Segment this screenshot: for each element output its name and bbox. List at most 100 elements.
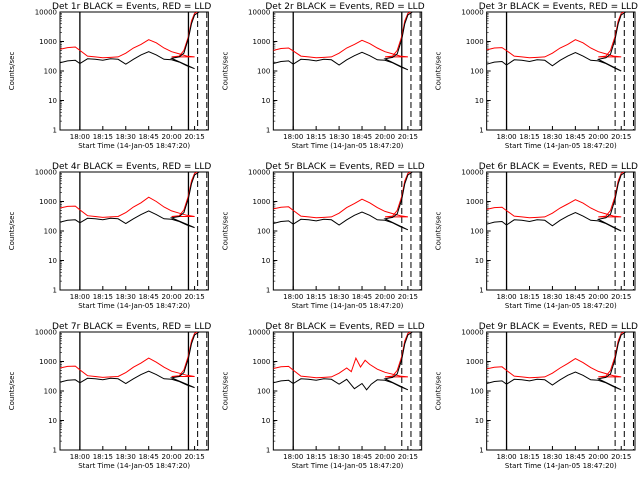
- series-lld-red: [273, 12, 412, 59]
- series-lld-red: [486, 12, 625, 59]
- y-axis-label: Counts/sec: [435, 52, 443, 91]
- y-tick-label: 1: [479, 447, 483, 455]
- det-panel-3: Det 3r BLACK = Events, RED = LLD 1 10 100 10…: [435, 2, 638, 150]
- x-tick-label: 18:15: [519, 133, 539, 141]
- y-tick-label: 1: [266, 447, 270, 455]
- x-tick-label: 18:30: [329, 133, 349, 141]
- panel-title: Det 3r BLACK = Events, RED = LLD: [479, 2, 638, 12]
- x-axis-label: Start Time (14-Jan-05 18:47:20): [78, 142, 190, 150]
- x-tick-label: 20:15: [611, 453, 631, 461]
- y-axis-label: Counts/sec: [221, 212, 229, 251]
- y-tick-label: 100: [44, 388, 57, 396]
- series-events-black: [486, 172, 628, 232]
- x-tick-label: 18:00: [70, 293, 90, 301]
- plot-frame: [272, 11, 423, 131]
- x-tick-label: 18:00: [283, 133, 303, 141]
- series-events-black: [486, 332, 628, 391]
- panel-title: Det 8r BLACK = Events, RED = LLD: [265, 322, 424, 332]
- x-axis-label: Start Time (14-Jan-05 18:47:20): [505, 142, 617, 150]
- plot-frame: [486, 331, 636, 451]
- y-tick-label: 10: [48, 417, 57, 425]
- y-tick-label: 10: [48, 257, 57, 265]
- x-tick-label: 18:00: [496, 453, 516, 461]
- x-tick-label: 20:00: [375, 453, 395, 461]
- series-events-black: [273, 172, 415, 231]
- y-axis-label: Counts/sec: [8, 372, 16, 411]
- series-lld-red: [273, 332, 412, 379]
- plot-frame: [59, 171, 209, 291]
- y-tick-label: 10000: [248, 329, 270, 337]
- y-tick-label: 1000: [39, 198, 57, 206]
- y-tick-label: 10000: [461, 329, 483, 337]
- x-tick-label: 18:45: [139, 133, 159, 141]
- plot-frame: [486, 11, 636, 131]
- y-tick-label: 100: [257, 228, 270, 236]
- x-tick-label: 20:15: [184, 453, 204, 461]
- series-events-black: [60, 332, 202, 389]
- det-panel-1: Det 1r BLACK = Events, RED = LLD 1 10 100 10…: [8, 2, 211, 150]
- panel-title: Det 4r BLACK = Events, RED = LLD: [52, 162, 211, 172]
- x-tick-label: 18:00: [70, 453, 90, 461]
- x-tick-label: 20:00: [375, 133, 395, 141]
- y-axis-label: Counts/sec: [221, 52, 229, 91]
- y-tick-label: 1: [266, 127, 270, 135]
- y-tick-label: 10: [261, 417, 270, 425]
- x-tick-label: 18:30: [116, 133, 136, 141]
- x-tick-label: 20:15: [398, 293, 418, 301]
- y-tick-label: 100: [257, 68, 270, 76]
- x-tick-label: 18:00: [283, 293, 303, 301]
- x-tick-label: 20:00: [588, 453, 608, 461]
- y-axis-label: Counts/sec: [8, 52, 16, 91]
- x-tick-label: 20:15: [611, 133, 631, 141]
- x-tick-label: 18:15: [93, 293, 113, 301]
- x-tick-label: 20:00: [162, 133, 182, 141]
- y-tick-label: 1000: [466, 198, 484, 206]
- y-tick-label: 1: [53, 287, 57, 295]
- series-lld-red: [486, 172, 625, 219]
- series-events-black: [60, 12, 202, 70]
- x-tick-label: 18:30: [116, 293, 136, 301]
- y-tick-label: 1: [479, 287, 483, 295]
- x-tick-label: 18:30: [329, 293, 349, 301]
- x-axis-label: Start Time (14-Jan-05 18:47:20): [292, 302, 404, 310]
- y-tick-label: 100: [470, 228, 483, 236]
- y-tick-label: 10: [475, 257, 484, 265]
- y-tick-label: 10: [261, 257, 270, 265]
- y-tick-label: 10000: [248, 9, 270, 17]
- series-lld-red: [60, 172, 199, 218]
- y-tick-label: 100: [257, 388, 270, 396]
- x-axis-label: Start Time (14-Jan-05 18:47:20): [505, 302, 617, 310]
- plot-frame: [59, 11, 209, 131]
- x-tick-label: 18:45: [139, 293, 159, 301]
- x-tick-label: 18:45: [352, 293, 372, 301]
- x-tick-label: 20:15: [184, 293, 204, 301]
- x-tick-label: 18:30: [542, 293, 562, 301]
- x-tick-label: 18:15: [519, 453, 539, 461]
- y-tick-label: 10000: [35, 169, 57, 177]
- panel-title: Det 6r BLACK = Events, RED = LLD: [479, 162, 638, 172]
- plot-frame: [486, 171, 636, 291]
- x-tick-label: 18:15: [306, 133, 326, 141]
- det-panel-2: Det 2r BLACK = Events, RED = LLD 1 10 100 10…: [221, 2, 424, 150]
- y-tick-label: 1: [266, 287, 270, 295]
- y-tick-label: 1: [53, 127, 57, 135]
- x-axis-label: Start Time (14-Jan-05 18:47:20): [292, 462, 404, 470]
- det-panel-6: Det 6r BLACK = Events, RED = LLD 1 10 100 10…: [435, 162, 638, 310]
- panel-title: Det 2r BLACK = Events, RED = LLD: [265, 2, 424, 12]
- x-tick-label: 18:15: [306, 293, 326, 301]
- x-tick-label: 20:00: [588, 293, 608, 301]
- y-tick-label: 10: [261, 97, 270, 105]
- x-tick-label: 18:30: [542, 133, 562, 141]
- y-axis-label: Counts/sec: [435, 212, 443, 251]
- y-tick-label: 1000: [466, 38, 484, 46]
- x-tick-label: 20:00: [588, 133, 608, 141]
- y-tick-label: 100: [470, 388, 483, 396]
- y-axis-label: Counts/sec: [8, 212, 16, 251]
- y-tick-label: 10000: [461, 169, 483, 177]
- x-tick-label: 18:15: [93, 133, 113, 141]
- y-axis-label: Counts/sec: [221, 372, 229, 411]
- y-tick-label: 100: [44, 68, 57, 76]
- y-tick-label: 1: [479, 127, 483, 135]
- det-panel-7: Det 7r BLACK = Events, RED = LLD 1 10 100 10…: [8, 322, 211, 470]
- x-tick-label: 18:30: [329, 453, 349, 461]
